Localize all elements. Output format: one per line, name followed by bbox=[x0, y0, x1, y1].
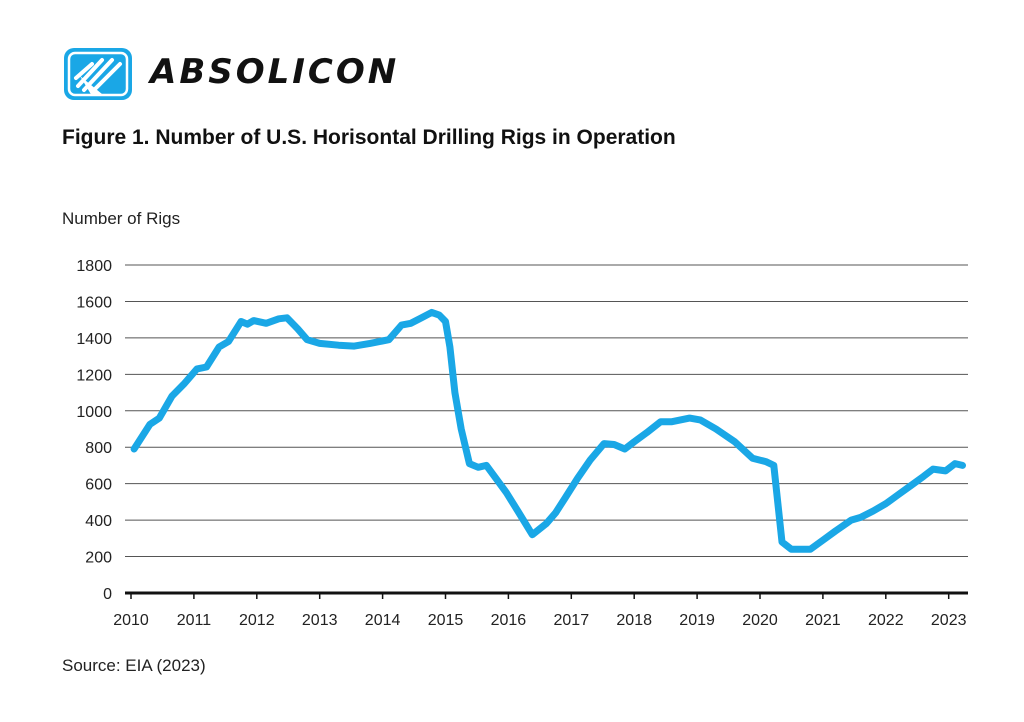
x-tick-label: 2022 bbox=[868, 612, 904, 629]
series-line bbox=[130, 308, 966, 553]
x-tick-label: 2020 bbox=[742, 612, 778, 629]
x-tick-label: 2013 bbox=[302, 612, 338, 629]
y-axis-label: Number of Rigs bbox=[62, 209, 181, 228]
x-tick-label: 2016 bbox=[491, 612, 527, 629]
y-tick-label: 600 bbox=[85, 477, 112, 494]
x-tick-labels: 2010 2011 2012 2013 2014 2015 2016 2017 2018 2019… bbox=[113, 593, 967, 629]
x-tick-label: 2015 bbox=[428, 612, 464, 629]
source-note: Source: EIA (2023) bbox=[62, 656, 206, 675]
x-tick-label: 2018 bbox=[616, 612, 652, 629]
y-tick-label: 1200 bbox=[76, 367, 112, 384]
y-tick-label: 200 bbox=[85, 550, 112, 567]
x-tick-label: 2021 bbox=[805, 612, 841, 629]
y-tick-label: 400 bbox=[85, 513, 112, 530]
y-tick-label: 1000 bbox=[76, 404, 112, 421]
y-tick-label: 1600 bbox=[76, 294, 112, 311]
x-tick-label: 2017 bbox=[554, 612, 590, 629]
x-tick-label: 2019 bbox=[679, 612, 715, 629]
x-tick-label: 2011 bbox=[177, 612, 212, 629]
brand-name: ABSOLICON bbox=[150, 52, 400, 92]
y-tick-label: 1400 bbox=[76, 331, 112, 348]
x-tick-label: 2012 bbox=[239, 612, 275, 629]
absolicon-logo-icon bbox=[64, 48, 132, 100]
y-tick-labels: 0 200 400 600 800 1000 1200 1400 1600 1800 bbox=[76, 258, 112, 603]
x-tick-label: 2014 bbox=[365, 612, 401, 629]
x-tick-label: 2023 bbox=[931, 612, 967, 629]
grid-lines bbox=[125, 264, 968, 558]
y-tick-label: 1800 bbox=[76, 258, 112, 275]
x-tick-label: 2010 bbox=[113, 612, 149, 629]
y-tick-label: 0 bbox=[103, 586, 112, 603]
figure-title: Figure 1. Number of U.S. Horisontal Dril… bbox=[62, 126, 676, 149]
y-tick-label: 800 bbox=[85, 440, 112, 457]
